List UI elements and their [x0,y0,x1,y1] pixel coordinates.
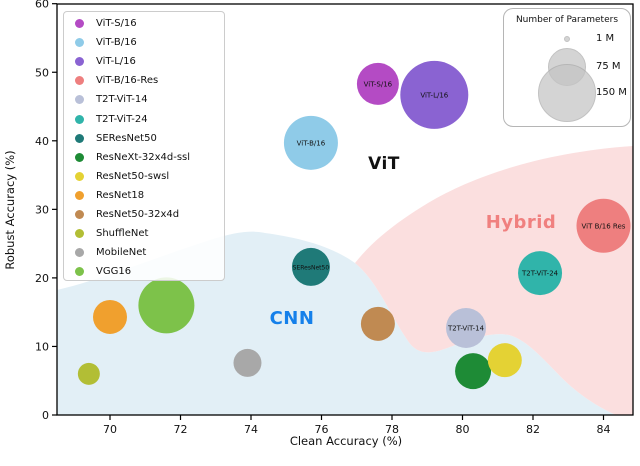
y-tick-label: 40 [35,135,49,148]
bubble-label-vit-b-16: ViT-B/16 [297,139,326,147]
bubble-label-vit-b-16-res: ViT B/16 Res [582,222,626,230]
legend-dot-vit-l-16 [75,57,84,67]
bubble-label-seresnet50: SEResNet50 [293,264,330,271]
legend-label: T2T-ViT-24 [96,113,148,125]
size-legend-label: 150 M [596,87,627,98]
legend-item-resnet50-swsl: ResNet50-swsl [64,167,224,186]
size-legend-title: Number of Parameters [515,15,619,25]
bubble-label-t2t-vit-24: T2T-ViT-24 [521,270,559,278]
legend-label: ViT-B/16-Res [96,75,159,87]
bubble-t2t-vit-24 [518,251,563,296]
legend-label: ViT-S/16 [96,18,137,30]
legend-label: ResNet50-32x4d [96,208,180,220]
legend-label: T2T-ViT-14 [96,94,148,106]
y-tick-label: 20 [35,272,49,285]
bubble-vit-s-16 [356,62,399,105]
bubble-resnet50-swsl [487,343,522,378]
legend-dot-vgg16 [75,267,84,277]
size-legend-label: 1 M [596,33,615,44]
legend-label: ResNet18 [96,189,145,201]
y-axis-label: Robust Accuracy (%) [3,150,17,269]
x-tick-label: 74 [244,423,258,436]
legend-item-resnet50-32x4d: ResNet50-32x4d [64,205,224,224]
legend-label: MobileNet [96,247,147,259]
x-tick-label: 80 [456,423,470,436]
bubble-resnet18 [93,299,127,334]
bubble-seresnet50 [291,247,330,286]
x-tick-label: 70 [103,423,117,436]
legend-item-t2t-vit-24: T2T-ViT-24 [64,109,224,128]
region-label-vit: ViT [368,154,400,174]
legend-dot-resnet50-swsl [75,171,84,181]
legend-label: ResNeXt-32x4d-ssl [96,151,191,163]
x-tick-label: 82 [526,423,540,436]
legend-dot-vit-s-16 [75,19,84,29]
legend-dot-shufflenet [75,229,84,239]
bubble-resnet50-32x4d [360,306,395,341]
legend-item-vit-l-16: ViT-L/16 [64,52,224,71]
legend-item-resnet18: ResNet18 [64,186,224,205]
legend-item-vit-b-16-res: ViT-B/16-Res [64,71,224,90]
bubble-vit-b-16-res [576,198,631,253]
bubble-vgg16 [138,277,195,334]
bubble-label-t2t-vit-14: T2T-ViT-14 [447,324,485,332]
x-axis-label: Clean Accuracy (%) [290,434,402,448]
y-tick-label: 0 [42,409,49,422]
y-tick-label: 30 [35,203,49,216]
legend-dot-seresnet50 [75,133,84,143]
legend-item-vit-s-16: ViT-S/16 [64,14,224,33]
bubble-vit-l-16 [400,60,469,129]
legend-dot-t2t-vit-14 [75,95,84,105]
legend-label: ShuffleNet [96,228,149,240]
size-legend-circle-1-m [564,36,570,42]
size-legend-circle-150-m [538,64,596,122]
legend-dot-resnet50-32x4d [75,209,84,219]
legend-label: ResNet50-swsl [96,170,170,182]
y-tick-label: 50 [35,66,49,79]
bubble-vit-b-16 [283,115,338,170]
legend-dot-vit-b-16-res [75,76,84,86]
legend-item-t2t-vit-14: T2T-ViT-14 [64,90,224,109]
bubble-label-vit-s-16: ViT-S/16 [364,80,393,88]
bubble-t2t-vit-14 [446,307,487,348]
region-hybrid [355,146,633,415]
legend-item-mobilenet: MobileNet [64,243,224,262]
legend-label: ViT-B/16 [96,37,137,49]
plot-frame [56,3,634,416]
legend-dot-resnet18 [75,190,84,200]
y-tick-label: 10 [35,340,49,353]
bubble-label-vit-l-16: ViT-L/16 [420,91,448,99]
legend-label: ViT-L/16 [96,56,136,68]
region-label-hybrid: Hybrid [486,212,557,233]
legend-dot-resnext-32x4d-ssl [75,152,84,162]
bubble-resnext-32x4d-ssl [455,353,492,390]
legend-item-vgg16: VGG16 [64,262,224,281]
legend-item-seresnet50: SEResNet50 [64,129,224,148]
legend-item-shufflenet: ShuffleNet [64,224,224,243]
model-legend: ViT-S/16 ViT-B/16 ViT-L/16 ViT-B/16-Res T2T-… [63,11,225,281]
x-tick-label: 84 [597,423,611,436]
size-legend-label: 75 M [596,61,621,72]
legend-dot-vit-b-16 [75,38,84,48]
x-tick-label: 72 [174,423,188,436]
x-tick-label: 78 [385,423,399,436]
bubble-shufflenet [77,362,100,385]
legend-label: VGG16 [96,266,132,278]
size-legend: Number of Parameters 1 M 75 M 150 M [503,8,631,127]
legend-item-resnext-32x4d-ssl: ResNeXt-32x4d-ssl [64,148,224,167]
y-tick-label: 60 [35,0,49,11]
region-label-cnn: CNN [270,308,315,329]
legend-dot-mobilenet [75,248,84,258]
legend-label: SEResNet50 [96,132,157,144]
bubble-mobilenet [233,348,262,377]
legend-dot-t2t-vit-24 [75,114,84,124]
legend-item-vit-b-16: ViT-B/16 [64,33,224,52]
x-tick-label: 76 [315,423,329,436]
